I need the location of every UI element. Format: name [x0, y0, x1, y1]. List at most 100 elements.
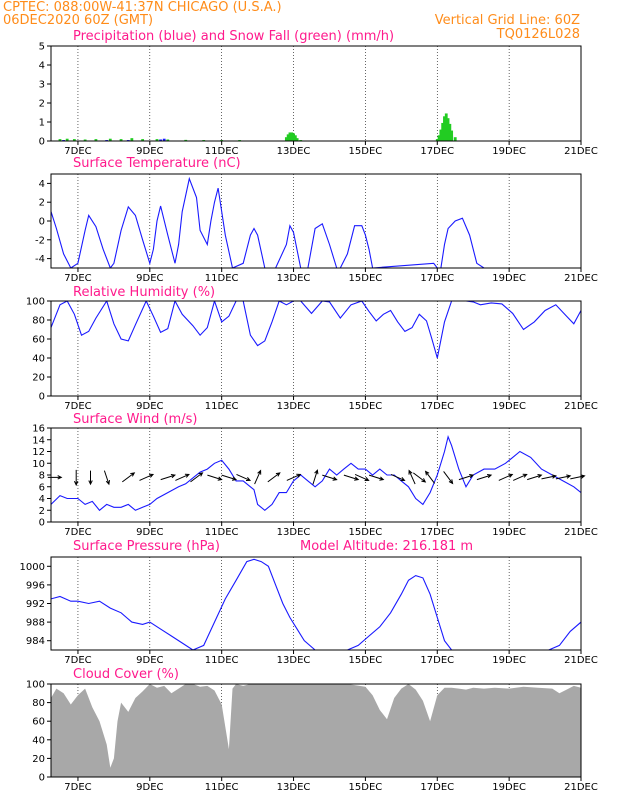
humidity-ytick-label: 20: [32, 373, 45, 384]
precip-xtick-label: 19DEC: [492, 146, 526, 157]
cloud-xtick-label: 13DEC: [277, 782, 311, 793]
temperature-ytick-label: -2: [35, 235, 45, 246]
pressure-xtick-label: 21DEC: [564, 655, 598, 666]
wind-direction-arrow: [498, 473, 514, 481]
humidity-xtick-label: 7DEC: [64, 401, 91, 412]
precip-snowfall-bar: [155, 139, 159, 141]
precip-snowfall-bar: [295, 138, 299, 141]
cloud-xtick-label: 15DEC: [349, 782, 383, 793]
pressure-ytick-label: 988: [26, 618, 45, 629]
temperature-line: [51, 176, 492, 268]
cloud-xtick-label: 17DEC: [420, 782, 454, 793]
temperature-title: Surface Temperature (nC): [73, 156, 241, 171]
pressure-xtick-label: 9DEC: [136, 655, 163, 666]
wind-direction-arrow: [207, 474, 223, 481]
precip-frame: [50, 45, 582, 142]
wind-direction-arrow: [267, 472, 281, 483]
humidity-ytick-label: 100: [26, 297, 45, 308]
precip-panel: 0 1 2 3 4 5 7DEC 9DEC 11DEC 13DEC 15DEC 17DEC 19DEC 2…: [39, 42, 598, 158]
temperature-xtick-label: 7DEC: [64, 273, 91, 284]
precip-snowfall-bar: [437, 135, 441, 141]
precip-xtick-label: 13DEC: [277, 146, 311, 157]
precip-precipitation-bar: [162, 138, 166, 141]
humidity-ytick-label: 60: [32, 335, 45, 346]
wind-direction-arrow: [312, 469, 319, 485]
precip-ytick-label: 1: [39, 118, 45, 129]
temperature-xtick-label: 9DEC: [136, 273, 163, 284]
precip-snowfall-bar: [130, 138, 134, 141]
precip-title: Precipitation (blue) and Snow Fall (gree…: [73, 29, 394, 44]
cloud-ytick-label: 0: [39, 773, 45, 784]
pressure-frame: [50, 556, 582, 651]
precip-snowfall-bar: [58, 139, 62, 141]
wind-direction-arrow: [103, 470, 110, 486]
humidity-xtick-label: 19DEC: [492, 401, 526, 412]
precip-snowfall-bar: [166, 139, 170, 141]
wind-ytick-label: 10: [32, 459, 45, 470]
wind-xtick-label: 19DEC: [492, 527, 526, 538]
precip-snowfall-bar: [141, 139, 145, 141]
humidity-xtick-label: 17DEC: [420, 401, 454, 412]
wind-ytick-label: 2: [39, 506, 45, 517]
precip-ytick-label: 3: [39, 80, 45, 91]
wind-direction-arrow: [236, 473, 252, 481]
wind-direction-arrow: [190, 472, 204, 483]
wind-ytick-label: 16: [32, 424, 45, 435]
precip-xtick-label: 7DEC: [64, 146, 91, 157]
cloud-area: [51, 684, 581, 777]
precip-snowfall-bar: [288, 132, 292, 141]
temperature-xtick-label: 13DEC: [277, 273, 311, 284]
precip-snowfall-bar: [119, 139, 123, 141]
precip-precipitation-bar: [159, 139, 162, 141]
precip-snowfall-bar: [435, 139, 439, 141]
cloud-ytick-label: 100: [26, 680, 45, 691]
precip-ytick-label: 0: [39, 137, 45, 148]
humidity-xtick-label: 11DEC: [205, 401, 239, 412]
wind-xtick-label: 15DEC: [349, 527, 383, 538]
wind-xtick-label: 11DEC: [205, 527, 239, 538]
cloud-ytick-label: 20: [32, 754, 45, 765]
precip-xtick-label: 21DEC: [564, 146, 598, 157]
precip-snowfall-bar: [286, 134, 290, 141]
precip-snowfall-bar: [65, 138, 69, 141]
precip-snowfall-bar: [83, 139, 87, 141]
humidity-xtick-label: 13DEC: [277, 401, 311, 412]
precip-xtick-label: 11DEC: [205, 146, 239, 157]
wind-xtick-label: 21DEC: [564, 527, 598, 538]
wind-ytick-label: 6: [39, 482, 45, 493]
precip-ytick-label: 4: [39, 61, 45, 72]
temperature-panel: -4 -2 0 2 4 7DEC 9DEC 11DEC 13DEC 15DEC 17DEC 19DEC…: [35, 173, 598, 284]
cloud-ytick-label: 60: [32, 717, 45, 728]
cloud-xtick-label: 9DEC: [136, 782, 163, 793]
precip-snowfall-bar: [453, 137, 457, 141]
pressure-xtick-label: 13DEC: [277, 655, 311, 666]
humidity-frame: [50, 300, 582, 397]
wind-direction-arrow: [221, 474, 238, 481]
pressure-title: Surface Pressure (hPa): [73, 539, 220, 554]
temperature-xtick-label: 15DEC: [349, 273, 383, 284]
header-model-code: TQ0126L028: [496, 27, 580, 42]
pressure-ytick-label: 1000: [20, 562, 45, 573]
humidity-ytick-label: 0: [39, 392, 45, 403]
precip-snowfall-bar: [293, 135, 297, 141]
temperature-xtick-label: 17DEC: [420, 273, 454, 284]
wind-direction-arrow: [322, 474, 338, 481]
model-altitude-label: Model Altitude: 216.181 m: [300, 539, 473, 554]
precip-snowfall-bar: [284, 137, 288, 141]
wind-direction-arrow: [476, 474, 493, 481]
precip-ytick-label: 5: [39, 42, 45, 53]
wind-direction-arrow: [527, 474, 543, 481]
humidity-line: [51, 301, 581, 359]
precip-snowfall-bar: [448, 123, 452, 141]
temperature-ytick-label: -4: [35, 254, 45, 265]
temperature-xtick-label: 11DEC: [205, 273, 239, 284]
pressure-ytick-label: 992: [26, 599, 45, 610]
wind-xtick-label: 17DEC: [420, 527, 454, 538]
wind-ytick-label: 14: [32, 435, 45, 446]
humidity-title: Relative Humidity (%): [73, 285, 215, 300]
humidity-xtick-label: 21DEC: [564, 401, 598, 412]
wind-direction-arrow: [175, 473, 190, 481]
precip-xtick-label: 15DEC: [349, 146, 383, 157]
precip-snowfall-bar: [443, 116, 446, 141]
